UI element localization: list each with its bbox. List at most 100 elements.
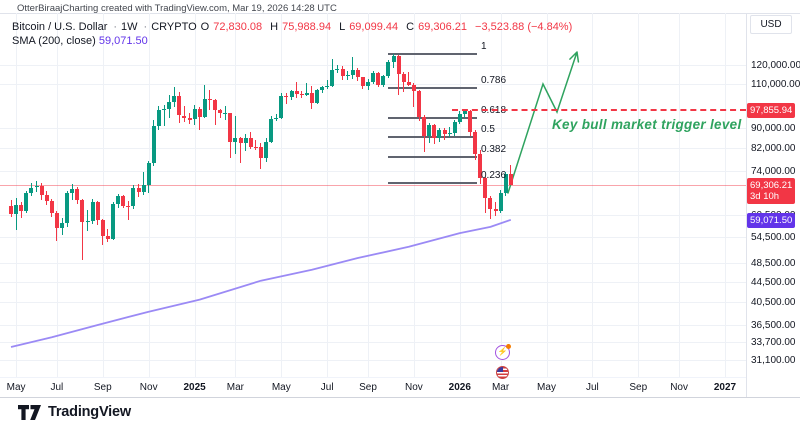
time-tick-label: Jul [320, 382, 334, 393]
change-value: −3,523.88 (−4.84%) [475, 21, 573, 33]
time-tick-label: Nov [670, 382, 688, 393]
candle-wick [444, 128, 445, 141]
currency-toggle-button[interactable]: USD [750, 15, 792, 34]
candle [381, 76, 386, 86]
ohlc-item: L 69,099.44 [339, 21, 399, 33]
symbol-header[interactable]: Bitcoin / U.S. Dollar · 1W · CRYPTO O 72,830.0… [12, 21, 576, 33]
grid-line-horizontal [0, 281, 746, 283]
separator: · [113, 21, 118, 33]
time-tick-label: Sep [629, 382, 648, 393]
candle [156, 109, 161, 127]
candle [478, 153, 483, 179]
exchange-label: CRYPTO [151, 21, 197, 33]
candle-wick [326, 80, 328, 90]
grid-line-vertical [592, 13, 594, 377]
candle [131, 187, 136, 207]
time-tick-label: Mar [226, 382, 244, 393]
tradingview-logo-text: TradingView [48, 404, 131, 420]
candle [182, 115, 187, 118]
candle [498, 193, 503, 212]
candle [85, 220, 90, 223]
candle [207, 99, 212, 101]
candle [325, 85, 330, 88]
candle [177, 95, 182, 116]
candle [355, 70, 360, 78]
candle [202, 99, 207, 118]
ohlc-item: O 72,830.08 [200, 21, 263, 33]
candle [483, 178, 488, 199]
candle [54, 212, 59, 229]
candle [90, 202, 95, 221]
candle [95, 202, 100, 220]
fib-level-label: 0.786 [481, 75, 507, 86]
candle [9, 205, 13, 214]
fib-level-label: 0.382 [481, 143, 507, 155]
candle [437, 130, 442, 138]
candle [44, 194, 49, 202]
candle-wick [352, 57, 354, 80]
candle [396, 56, 401, 74]
grid-line-vertical [235, 13, 237, 377]
grid-line-horizontal [0, 342, 746, 344]
candle-wick [240, 136, 241, 164]
price-tick-label: 36,500.00 [751, 320, 796, 331]
candle [315, 90, 319, 103]
candle [452, 121, 457, 133]
crypto-event-icon[interactable]: ⚡ [495, 344, 511, 360]
ohlc-item: H 75,988.94 [270, 21, 332, 33]
us-economic-event-icon[interactable] [496, 366, 509, 379]
grid-line-vertical [368, 13, 369, 377]
candle-wick [495, 202, 496, 216]
candle [223, 113, 228, 115]
time-tick-label: 2027 [713, 382, 737, 393]
candle [29, 187, 34, 193]
grid-line-horizontal [0, 84, 746, 85]
candle [269, 119, 274, 142]
candle-wick [398, 55, 400, 95]
time-tick-label: Jul [50, 382, 64, 393]
grid-line-vertical [725, 13, 726, 377]
candle [462, 110, 467, 115]
candle-wick [408, 72, 410, 86]
candle [141, 184, 146, 193]
trigger-price-badge: 97,855.94 [747, 102, 796, 118]
grid-line-horizontal [0, 170, 746, 172]
candle [376, 72, 381, 86]
candle [100, 219, 105, 237]
trigger-annotation-text[interactable]: Key bull market trigger level [552, 117, 742, 132]
candle [366, 81, 370, 87]
candle-wick [449, 127, 451, 138]
fib-retracement-line [388, 87, 477, 89]
fib-level-label: 1 [481, 40, 487, 52]
grid-line-horizontal [0, 360, 746, 361]
candle [274, 117, 279, 120]
candle [60, 223, 64, 229]
candle [197, 108, 202, 118]
indicator-header[interactable]: SMA (200, close) 59,071.50 [12, 35, 148, 47]
candle [192, 108, 197, 120]
candle [503, 174, 508, 193]
tradingview-logo[interactable]: TradingView [18, 404, 131, 420]
candle [162, 109, 166, 111]
candle-wick [214, 99, 216, 125]
fib-retracement-line [388, 155, 477, 158]
candle [80, 200, 85, 223]
candle [126, 205, 131, 207]
candle [24, 192, 29, 211]
grid-line-vertical [546, 13, 548, 377]
candle [264, 141, 268, 159]
candle-wick [234, 116, 236, 154]
candle [330, 70, 335, 86]
candle [335, 68, 340, 70]
candle [289, 91, 294, 97]
candle [253, 146, 258, 148]
fib-retracement-line [388, 52, 477, 55]
candle [238, 137, 243, 144]
candle [172, 95, 177, 103]
candle [493, 209, 498, 212]
candle [447, 132, 452, 134]
grid-line-vertical [148, 13, 150, 377]
price-axis-separator [746, 13, 747, 397]
candle-wick [183, 105, 185, 123]
chart-bottom-border [0, 397, 800, 398]
